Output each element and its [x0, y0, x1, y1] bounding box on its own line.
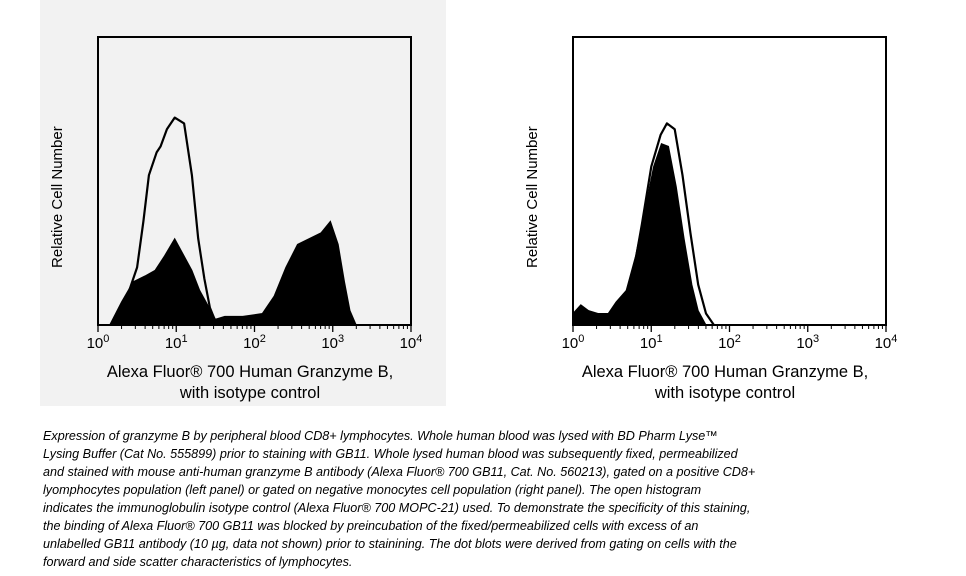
caption-line: unlabelled GB11 antibody (10 µg, data no…: [43, 537, 737, 551]
caption-line: the binding of Alexa Fluor® 700 GB11 was…: [43, 519, 699, 533]
right-tick-label: 100: [562, 333, 585, 352]
caption-line: and stained with mouse anti-human granzy…: [43, 465, 756, 479]
right-x-axis-label-line-1: Alexa Fluor® 700 Human Granzyme B,: [581, 363, 869, 381]
right-tick-label: 104: [875, 333, 898, 352]
right-tick-label: 103: [796, 333, 819, 352]
caption-line: lyomphocytes population (left panel) or …: [43, 483, 702, 497]
right-open-histogram: [618, 122, 715, 326]
left-tick-label: 102: [243, 333, 266, 352]
right-solid-histogram: [572, 142, 707, 326]
left-x-axis-label: Alexa Fluor® 700 Human Granzyme B, with …: [60, 362, 440, 404]
left-panel-background: [40, 0, 446, 406]
left-tick-label: 101: [165, 333, 188, 352]
left-x-axis-label-line-2: with isotype control: [179, 384, 321, 402]
left-y-axis-label: Relative Cell Number: [49, 126, 66, 268]
left-tick-label: 103: [321, 333, 344, 352]
caption-line: indicates the immunoglobulin isotype con…: [43, 501, 751, 515]
right-plot-frame: [572, 36, 887, 326]
right-tick-label: 102: [718, 333, 741, 352]
histogram-charts: 100 101 102 103 104 100 101 102 103 104: [87, 36, 898, 352]
left-tick-label: 104: [400, 333, 423, 352]
right-x-axis-label: Alexa Fluor® 700 Human Granzyme B, with …: [535, 362, 915, 404]
left-x-axis-label-line-1: Alexa Fluor® 700 Human Granzyme B,: [106, 363, 394, 381]
left-open-histogram: [112, 116, 218, 326]
caption-line: forward and side scatter characteristics…: [43, 555, 353, 569]
figure-caption: Expression of granzyme B by peripheral b…: [43, 427, 923, 571]
right-tick-label: 101: [640, 333, 663, 352]
caption-line: Lysing Buffer (Cat No. 555899) prior to …: [43, 447, 738, 461]
left-tick-label: 100: [87, 333, 110, 352]
right-x-axis-label-line-2: with isotype control: [654, 384, 796, 402]
left-solid-histogram: [108, 220, 357, 326]
right-y-axis-label: Relative Cell Number: [524, 126, 541, 268]
caption-line: Expression of granzyme B by peripheral b…: [43, 429, 718, 443]
